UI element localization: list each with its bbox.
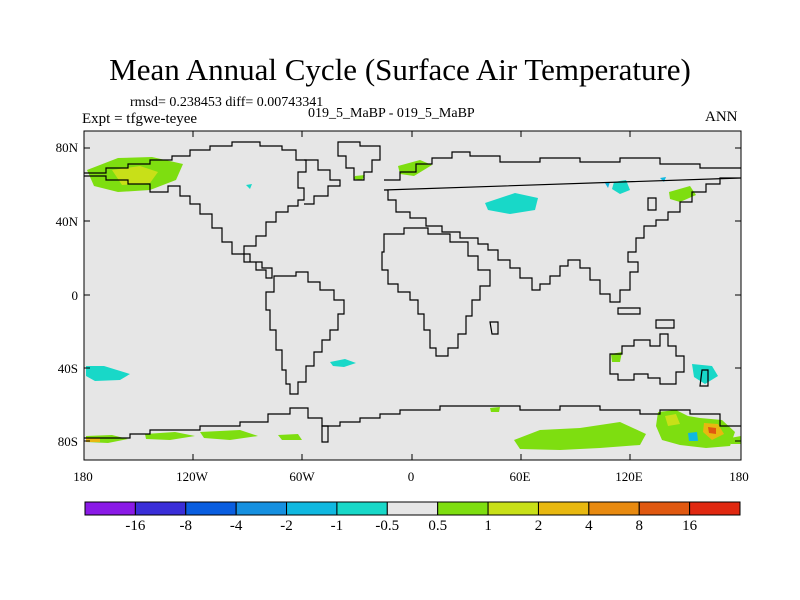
colorbar-label: -2 [280, 518, 293, 534]
patch-siberia-2 [354, 175, 365, 180]
lon-tick-0: 0 [407, 469, 415, 484]
map-background [84, 131, 741, 460]
colorbar-swatch [487, 501, 539, 516]
colorbar [84, 501, 741, 516]
colorbar-label: 2 [534, 518, 543, 534]
colorbar-swatch [537, 501, 590, 516]
colorbar-swatch [336, 501, 388, 516]
lon-ticks [192, 131, 631, 460]
colorbar-label: 0.5 [428, 518, 448, 534]
colorbar-swatch [235, 501, 288, 516]
patch-asia-blue-1 [605, 182, 610, 188]
patch-nz [692, 364, 718, 384]
coast-antarctica [84, 405, 741, 439]
patch-antarctic-west-4 [278, 434, 302, 440]
coast-antarctic-peninsula [321, 425, 329, 443]
experiment-label: Expt = tfgwe-teyee [82, 111, 198, 127]
coast-eurasia [384, 151, 741, 181]
patch-ross-cold [688, 432, 698, 441]
lon-tick-120w: 120W [176, 469, 208, 484]
lat-tick-80s: 80S [57, 434, 78, 449]
coast-north-america [84, 141, 307, 279]
colorbar-swatch [185, 501, 237, 516]
coast-canadian-arctic [304, 159, 341, 205]
coastlines [84, 141, 742, 443]
coast-australia [609, 333, 685, 385]
lat-tick-40s: 40S [57, 361, 78, 376]
patch-canada [246, 184, 252, 189]
coast-africa [381, 227, 491, 357]
coast-eurasia-south [383, 177, 742, 303]
colorbar-label: -16 [125, 518, 146, 534]
colorbar-label: 1 [484, 518, 492, 534]
patch-s-pacific [86, 366, 130, 381]
patch-asia-blue-2 [612, 180, 630, 194]
colorbar-label: -4 [229, 518, 243, 534]
patch-ross-yellow [665, 414, 680, 426]
patch-antarctic-west-2 [145, 432, 195, 440]
patch-antarctic-west-3 [200, 430, 258, 440]
lon-tick-120e: 120E [615, 469, 643, 484]
anomaly-patches [86, 157, 741, 450]
colorbar-swatch [286, 501, 338, 516]
map-title: Mean Annual Cycle (Surface Air Temperatu… [109, 52, 691, 87]
colorbar-label: 8 [635, 518, 643, 534]
coast-greenland [337, 141, 381, 181]
patch-ross-hot [708, 427, 716, 434]
coast-nz [699, 369, 709, 387]
patch-antarctic-end [730, 436, 741, 444]
colorbar-swatch [689, 501, 741, 516]
lat-ticks [84, 147, 741, 442]
colorbar-label: -8 [179, 518, 193, 534]
lon-tick-180w: 180 [73, 469, 93, 484]
season-label: ANN [705, 109, 738, 125]
coast-japan [647, 197, 657, 211]
patch-weddell [490, 407, 500, 412]
lat-tick-eq: 0 [71, 288, 79, 303]
patch-antarctic-east [514, 422, 646, 450]
coast-new-guinea [655, 319, 675, 329]
lat-tick-80n: 80N [55, 140, 78, 155]
patch-kamchatka [669, 186, 696, 202]
coast-madagascar [489, 321, 499, 335]
colorbar-swatch [84, 501, 136, 516]
patch-s-atlantic [330, 359, 356, 367]
colorbar-label: -1 [330, 518, 344, 534]
patch-central-asia [485, 193, 538, 214]
colorbar-swatch [638, 501, 691, 516]
lon-tick-60e: 60E [509, 469, 531, 484]
colorbar-label: 4 [585, 518, 593, 534]
stats-label: rmsd= 0.238453 diff= 0.00743341 [130, 95, 324, 110]
colorbar-swatch [437, 501, 489, 516]
case-label: 019_5_MaBP - 019_5_MaBP [308, 106, 475, 121]
colorbar-label: 16 [682, 518, 698, 534]
lon-tick-60w: 60W [289, 469, 315, 484]
colorbar-swatch [386, 501, 439, 516]
colorbar-label: -0.5 [375, 518, 400, 534]
lon-tick-180e: 180 [729, 469, 749, 484]
coast-south-america [265, 271, 345, 395]
coast-indonesia [617, 307, 641, 315]
lat-tick-40n: 40N [55, 214, 78, 229]
colorbar-swatch [134, 501, 187, 516]
colorbar-swatch [588, 501, 640, 516]
